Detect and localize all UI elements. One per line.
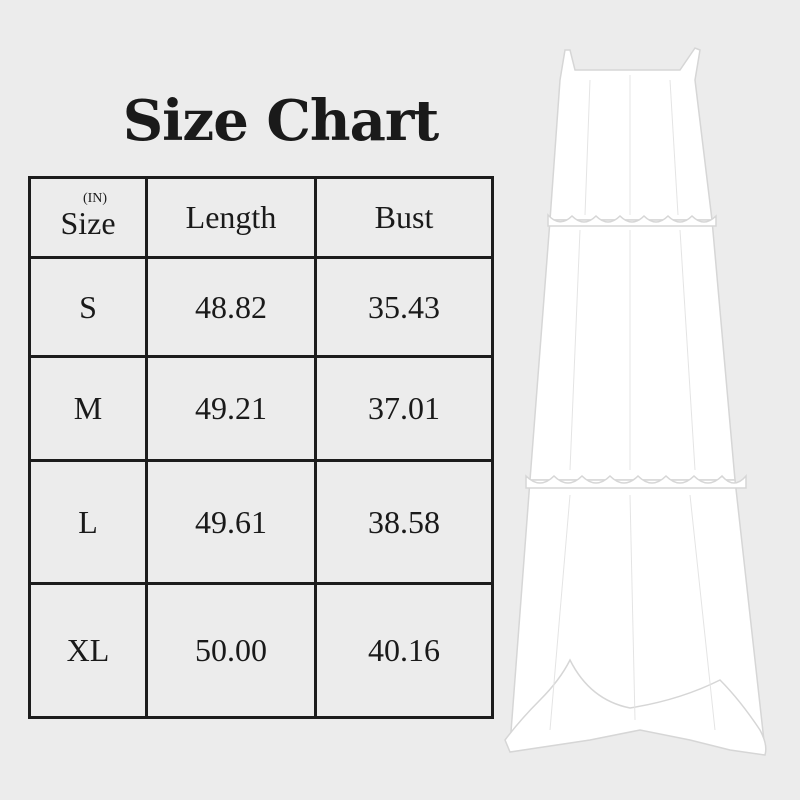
bust-cell: 40.16 (314, 582, 494, 719)
dress-image (504, 47, 767, 756)
length-cell: 48.82 (145, 256, 317, 358)
length-cell: 50.00 (145, 582, 317, 719)
header-bust: Bust (314, 176, 494, 259)
size-cell: L (28, 459, 148, 585)
table-row: M 49.21 37.01 (28, 355, 494, 462)
table-row: S 48.82 35.43 (28, 256, 494, 358)
size-cell: S (28, 256, 148, 358)
header-size-label: Size (60, 205, 116, 241)
header-size: (IN) Size (28, 176, 148, 259)
size-table: (IN) Size Length Bust S 48.82 35.43 M 49.… (28, 176, 494, 719)
header-length: Length (145, 176, 317, 259)
bust-cell: 37.01 (314, 355, 494, 462)
table-row: L 49.61 38.58 (28, 459, 494, 585)
bust-cell: 38.58 (314, 459, 494, 585)
size-cell: M (28, 355, 148, 462)
page-title: Size Chart (122, 88, 440, 154)
length-cell: 49.21 (145, 355, 317, 462)
length-cell: 49.61 (145, 459, 317, 585)
table-header: (IN) Size Length Bust (28, 176, 494, 259)
size-cell: XL (28, 582, 148, 719)
bust-cell: 35.43 (314, 256, 494, 358)
unit-label: (IN) (82, 191, 108, 206)
table-row: XL 50.00 40.16 (28, 582, 494, 719)
